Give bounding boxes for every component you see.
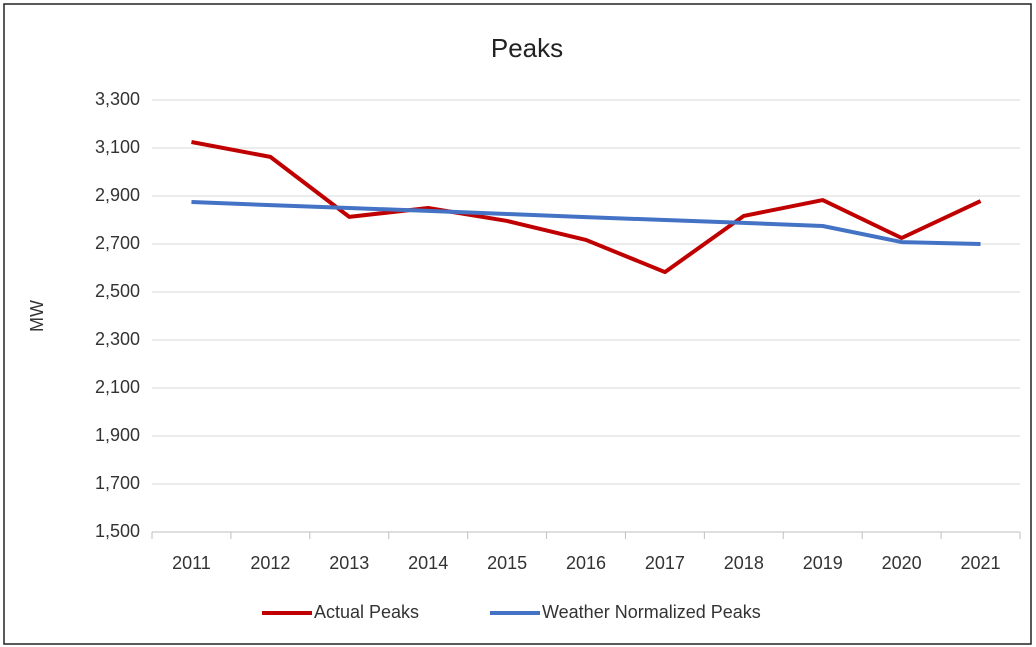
x-tick-label: 2011: [172, 553, 211, 573]
y-tick-label: 2,500: [95, 281, 140, 301]
y-tick-label: 1,500: [95, 521, 140, 541]
y-tick-label: 2,700: [95, 233, 140, 253]
x-tick-label: 2014: [408, 553, 448, 573]
y-axis-label: MW: [27, 300, 47, 332]
x-tick-label: 2019: [803, 553, 843, 573]
y-tick-label: 1,700: [95, 473, 140, 493]
line-series: [191, 200, 981, 246]
x-tick-label: 2012: [250, 553, 290, 573]
line-series: [191, 140, 982, 275]
x-tick-label: 2017: [645, 553, 685, 573]
chart-title: Peaks: [491, 33, 563, 63]
x-tick-label: 2020: [882, 553, 922, 573]
chart-border: [3, 3, 1032, 645]
y-tick-label: 3,300: [95, 89, 140, 109]
x-tick-label: 2018: [724, 553, 764, 573]
y-tick-label: 1,900: [95, 425, 140, 445]
legend-label: Weather Normalized Peaks: [542, 602, 761, 622]
y-tick-label: 2,100: [95, 377, 140, 397]
x-tick-label: 2013: [329, 553, 369, 573]
y-tick-label: 2,900: [95, 185, 140, 205]
x-tick-label: 2015: [487, 553, 527, 573]
x-tick-label: 2021: [961, 553, 1001, 573]
x-tick-label: 2016: [566, 553, 606, 573]
y-tick-label: 2,300: [95, 329, 140, 349]
y-tick-label: 3,100: [95, 137, 140, 157]
legend-label: Actual Peaks: [314, 602, 419, 622]
